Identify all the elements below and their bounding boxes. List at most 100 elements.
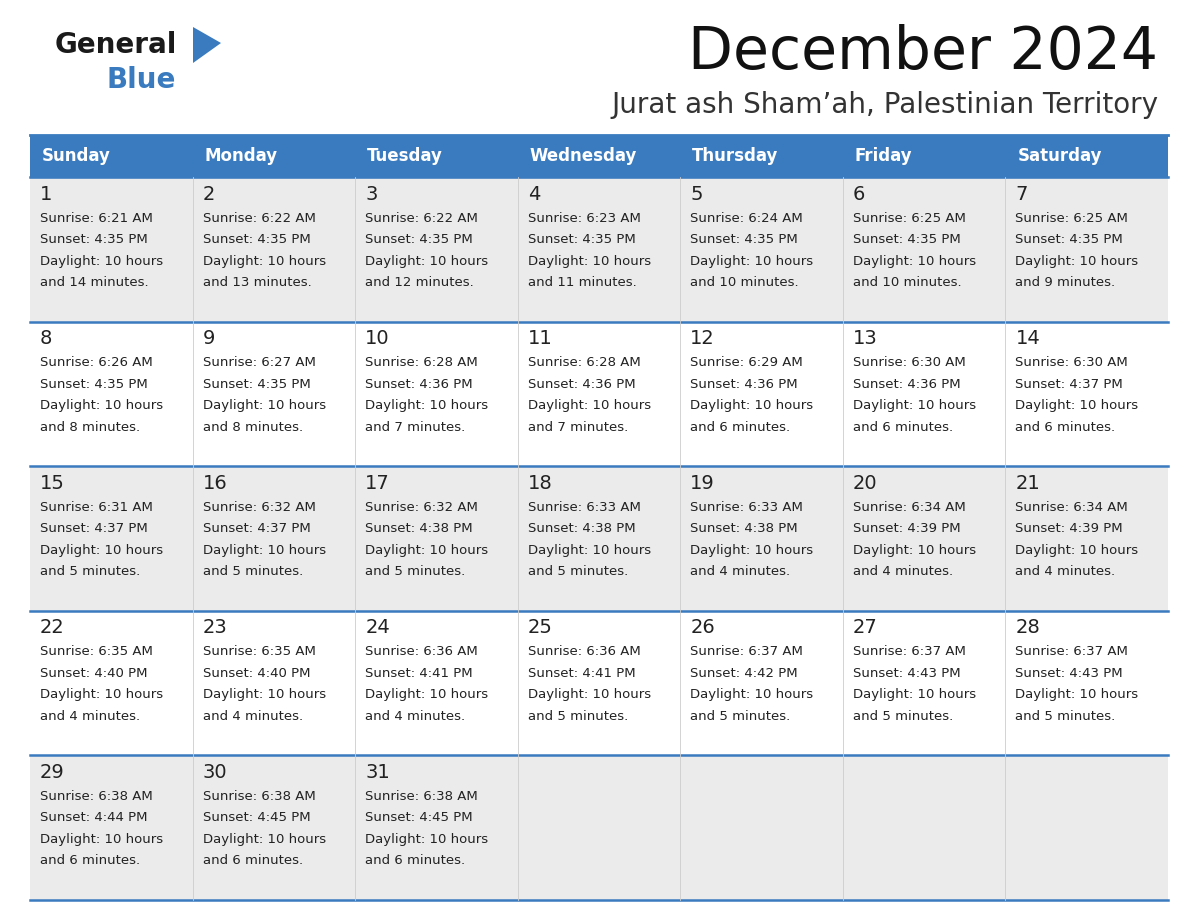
Text: Sunset: 4:39 PM: Sunset: 4:39 PM	[1016, 522, 1123, 535]
Text: 7: 7	[1016, 185, 1028, 204]
Polygon shape	[192, 27, 221, 63]
Text: Sunset: 4:35 PM: Sunset: 4:35 PM	[853, 233, 961, 246]
Text: Sunset: 4:36 PM: Sunset: 4:36 PM	[690, 377, 798, 390]
Text: Sunrise: 6:23 AM: Sunrise: 6:23 AM	[527, 211, 640, 225]
Text: 31: 31	[365, 763, 390, 782]
Text: Sunrise: 6:34 AM: Sunrise: 6:34 AM	[853, 500, 966, 514]
Text: and 4 minutes.: and 4 minutes.	[365, 710, 466, 722]
Text: Sunset: 4:45 PM: Sunset: 4:45 PM	[365, 812, 473, 824]
Bar	[30, 756, 1168, 900]
Text: Daylight: 10 hours: Daylight: 10 hours	[40, 688, 163, 701]
Text: Monday: Monday	[204, 147, 278, 165]
Text: Sunrise: 6:32 AM: Sunrise: 6:32 AM	[365, 500, 478, 514]
Text: and 7 minutes.: and 7 minutes.	[365, 420, 466, 433]
Text: Sunrise: 6:22 AM: Sunrise: 6:22 AM	[365, 211, 478, 225]
Text: and 5 minutes.: and 5 minutes.	[527, 710, 628, 722]
Text: Daylight: 10 hours: Daylight: 10 hours	[527, 254, 651, 267]
Text: and 5 minutes.: and 5 minutes.	[203, 565, 303, 578]
Text: Sunrise: 6:30 AM: Sunrise: 6:30 AM	[853, 356, 966, 369]
Text: Sunset: 4:36 PM: Sunset: 4:36 PM	[365, 377, 473, 390]
Text: Sunrise: 6:25 AM: Sunrise: 6:25 AM	[1016, 211, 1129, 225]
Text: Sunset: 4:45 PM: Sunset: 4:45 PM	[203, 812, 310, 824]
Text: Daylight: 10 hours: Daylight: 10 hours	[690, 543, 814, 556]
Text: Daylight: 10 hours: Daylight: 10 hours	[1016, 688, 1138, 701]
Text: Daylight: 10 hours: Daylight: 10 hours	[203, 688, 326, 701]
Text: Sunrise: 6:35 AM: Sunrise: 6:35 AM	[40, 645, 153, 658]
Text: Daylight: 10 hours: Daylight: 10 hours	[853, 543, 977, 556]
Text: Sunrise: 6:32 AM: Sunrise: 6:32 AM	[203, 500, 316, 514]
Text: Daylight: 10 hours: Daylight: 10 hours	[40, 833, 163, 845]
Text: Sunset: 4:35 PM: Sunset: 4:35 PM	[527, 233, 636, 246]
Text: and 5 minutes.: and 5 minutes.	[527, 565, 628, 578]
Text: and 6 minutes.: and 6 minutes.	[1016, 420, 1116, 433]
Text: Saturday: Saturday	[1017, 147, 1102, 165]
Text: Sunset: 4:40 PM: Sunset: 4:40 PM	[40, 666, 147, 680]
Text: Sunset: 4:35 PM: Sunset: 4:35 PM	[40, 377, 147, 390]
Text: and 13 minutes.: and 13 minutes.	[203, 276, 311, 289]
Text: and 8 minutes.: and 8 minutes.	[40, 420, 140, 433]
Text: Sunrise: 6:38 AM: Sunrise: 6:38 AM	[40, 789, 153, 803]
Text: Daylight: 10 hours: Daylight: 10 hours	[40, 543, 163, 556]
Text: and 10 minutes.: and 10 minutes.	[853, 276, 961, 289]
Text: 5: 5	[690, 185, 703, 204]
Text: Blue: Blue	[107, 66, 176, 94]
Text: Sunrise: 6:33 AM: Sunrise: 6:33 AM	[527, 500, 640, 514]
Text: Sunset: 4:43 PM: Sunset: 4:43 PM	[853, 666, 960, 680]
Text: Daylight: 10 hours: Daylight: 10 hours	[1016, 254, 1138, 267]
Text: Sunrise: 6:24 AM: Sunrise: 6:24 AM	[690, 211, 803, 225]
Text: 11: 11	[527, 329, 552, 348]
Text: and 4 minutes.: and 4 minutes.	[690, 565, 790, 578]
Text: Daylight: 10 hours: Daylight: 10 hours	[40, 254, 163, 267]
Text: Sunrise: 6:21 AM: Sunrise: 6:21 AM	[40, 211, 153, 225]
Text: Sunset: 4:35 PM: Sunset: 4:35 PM	[690, 233, 798, 246]
Text: 1: 1	[40, 185, 52, 204]
Text: Daylight: 10 hours: Daylight: 10 hours	[853, 399, 977, 412]
Text: 14: 14	[1016, 329, 1041, 348]
Text: and 5 minutes.: and 5 minutes.	[40, 565, 140, 578]
Text: Daylight: 10 hours: Daylight: 10 hours	[203, 254, 326, 267]
Text: 30: 30	[203, 763, 227, 782]
Text: Sunset: 4:36 PM: Sunset: 4:36 PM	[853, 377, 960, 390]
Text: Daylight: 10 hours: Daylight: 10 hours	[690, 399, 814, 412]
Bar	[30, 466, 1168, 610]
Text: Daylight: 10 hours: Daylight: 10 hours	[203, 543, 326, 556]
Text: and 5 minutes.: and 5 minutes.	[365, 565, 466, 578]
Text: 27: 27	[853, 619, 878, 637]
Text: 10: 10	[365, 329, 390, 348]
Text: Sunset: 4:36 PM: Sunset: 4:36 PM	[527, 377, 636, 390]
Text: Daylight: 10 hours: Daylight: 10 hours	[203, 399, 326, 412]
Bar	[355, 135, 518, 177]
Text: Sunset: 4:35 PM: Sunset: 4:35 PM	[365, 233, 473, 246]
Text: 18: 18	[527, 474, 552, 493]
Text: Sunrise: 6:31 AM: Sunrise: 6:31 AM	[40, 500, 153, 514]
Text: and 10 minutes.: and 10 minutes.	[690, 276, 798, 289]
Text: Sunset: 4:35 PM: Sunset: 4:35 PM	[203, 233, 310, 246]
Text: Sunset: 4:41 PM: Sunset: 4:41 PM	[527, 666, 636, 680]
Text: Sunrise: 6:37 AM: Sunrise: 6:37 AM	[853, 645, 966, 658]
Bar	[30, 177, 1168, 321]
Text: and 4 minutes.: and 4 minutes.	[853, 565, 953, 578]
Text: 6: 6	[853, 185, 865, 204]
Text: 25: 25	[527, 619, 552, 637]
Bar	[30, 135, 192, 177]
Text: 13: 13	[853, 329, 878, 348]
Text: and 5 minutes.: and 5 minutes.	[853, 710, 953, 722]
Text: and 7 minutes.: and 7 minutes.	[527, 420, 628, 433]
Text: Sunrise: 6:28 AM: Sunrise: 6:28 AM	[527, 356, 640, 369]
Text: Daylight: 10 hours: Daylight: 10 hours	[527, 688, 651, 701]
Text: 2: 2	[203, 185, 215, 204]
Text: and 12 minutes.: and 12 minutes.	[365, 276, 474, 289]
Text: Sunrise: 6:36 AM: Sunrise: 6:36 AM	[527, 645, 640, 658]
Text: Sunset: 4:41 PM: Sunset: 4:41 PM	[365, 666, 473, 680]
Text: Sunset: 4:39 PM: Sunset: 4:39 PM	[853, 522, 960, 535]
Text: and 6 minutes.: and 6 minutes.	[690, 420, 790, 433]
Text: Daylight: 10 hours: Daylight: 10 hours	[853, 254, 977, 267]
Text: Thursday: Thursday	[693, 147, 778, 165]
Text: Sunrise: 6:34 AM: Sunrise: 6:34 AM	[1016, 500, 1129, 514]
Text: and 6 minutes.: and 6 minutes.	[203, 855, 303, 868]
Text: Sunrise: 6:25 AM: Sunrise: 6:25 AM	[853, 211, 966, 225]
Text: Daylight: 10 hours: Daylight: 10 hours	[365, 399, 488, 412]
Text: Jurat ash Sham’ah, Palestinian Territory: Jurat ash Sham’ah, Palestinian Territory	[611, 91, 1158, 119]
Text: Daylight: 10 hours: Daylight: 10 hours	[527, 543, 651, 556]
Text: Daylight: 10 hours: Daylight: 10 hours	[1016, 399, 1138, 412]
